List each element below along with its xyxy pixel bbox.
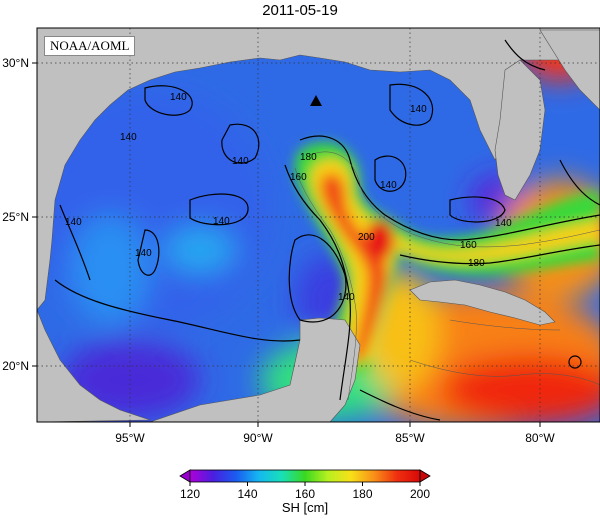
credit-label: NOAA/AOML	[44, 36, 136, 56]
minor-contours	[294, 151, 600, 401]
contour-label: 140	[170, 92, 187, 103]
contour-label: 140	[135, 248, 152, 259]
lon-tick-label: 95°W	[115, 431, 145, 445]
colorbar-tick-label: 160	[295, 487, 315, 501]
colorbar-label: SH [cm]	[281, 500, 329, 515]
colorbar-tick-label: 140	[237, 487, 257, 501]
contour-label: 140	[338, 292, 355, 303]
contour-label: 140	[65, 217, 82, 228]
lon-tick-label: 80°W	[525, 431, 555, 445]
lat-axis-labels: 30°N 25°N 20°N	[2, 56, 29, 373]
contour-label: 180	[300, 152, 317, 163]
contour-labels: 140 140 140 140 140 140 140 140 140 160 …	[65, 92, 512, 303]
contour-label: 160	[460, 240, 477, 251]
contour-label: 140	[495, 218, 512, 229]
contour-lines	[54, 39, 600, 421]
lon-axis-labels: 95°W 90°W 85°W 80°W	[115, 431, 555, 445]
colorbar: 120 140 160 180 200	[179, 469, 431, 501]
contour-label: 140	[380, 180, 397, 191]
contour-label: 140	[410, 104, 427, 115]
lat-tick-label: 30°N	[2, 56, 29, 70]
plot-frame	[36, 27, 600, 423]
contour-label: 140	[120, 132, 137, 143]
graticule	[37, 28, 600, 422]
axis-ticks	[32, 62, 541, 427]
contour-label: 140	[232, 156, 249, 167]
land	[37, 28, 600, 422]
colorbar-gradient	[189, 469, 421, 483]
map-title: 2011-05-19	[262, 2, 338, 19]
colorbar-tick-label: 120	[180, 487, 200, 501]
contour-label: 140	[213, 216, 230, 227]
colorbar-tick-label: 200	[410, 487, 430, 501]
lat-tick-label: 25°N	[2, 210, 29, 224]
station-marker	[310, 95, 322, 106]
colorbar-high-arrow	[419, 469, 431, 483]
contour-label: 160	[290, 172, 307, 183]
lat-tick-label: 20°N	[2, 359, 29, 373]
contour-label: 180	[468, 258, 485, 269]
lon-tick-label: 90°W	[243, 431, 273, 445]
colorbar-low-arrow	[179, 469, 191, 483]
colorbar-tick-label: 180	[352, 487, 372, 501]
plot-area: 140 140 140 140 140 140 140 140 140 160 …	[37, 28, 600, 422]
lon-tick-label: 85°W	[395, 431, 425, 445]
contour-label: 200	[358, 232, 375, 243]
